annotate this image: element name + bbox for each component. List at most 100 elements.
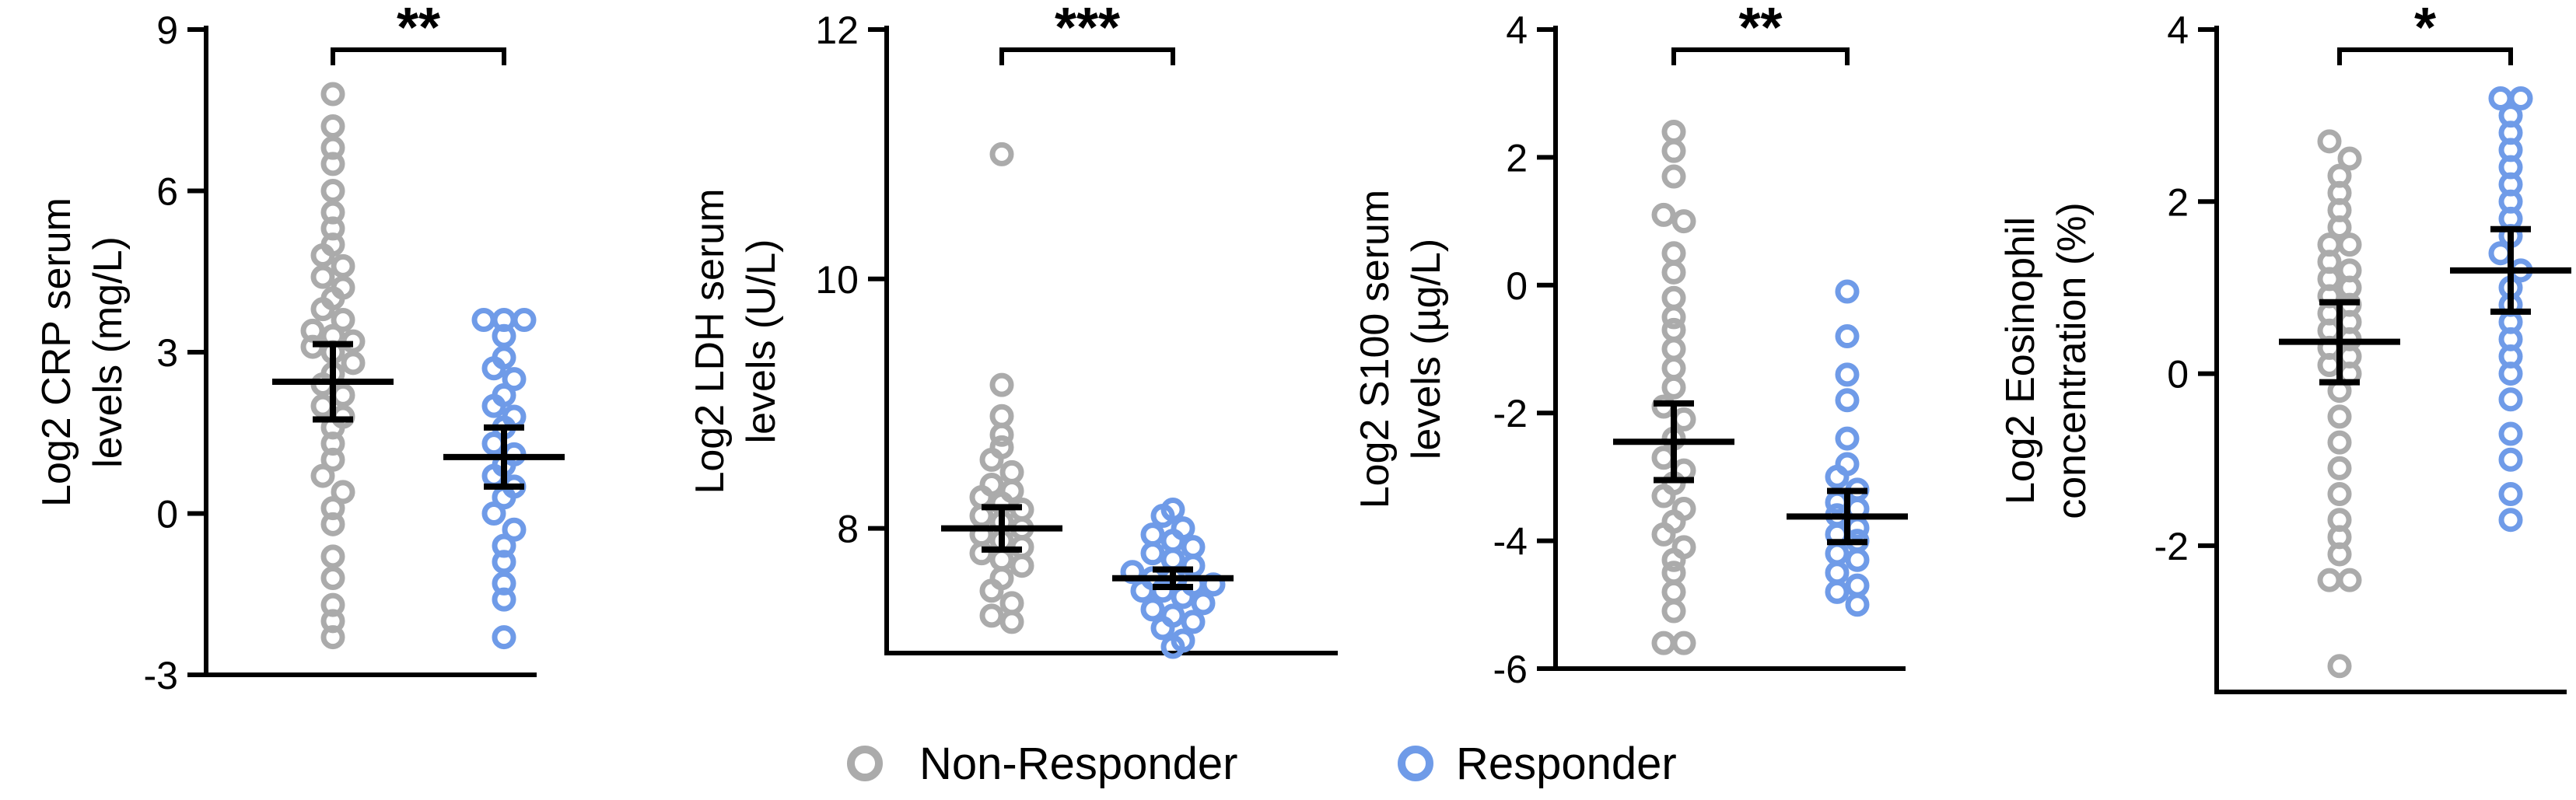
- data-point: [979, 603, 1004, 628]
- panel-2: 8 10 12 Log2 LDH serum levels (U/L) ***: [688, 0, 1338, 659]
- data-point: [320, 82, 345, 107]
- data-point: [1150, 504, 1175, 529]
- y-tick-label: 12: [815, 9, 859, 52]
- data-point: [1191, 591, 1216, 616]
- y-tick-label: 3: [156, 331, 178, 375]
- y-axis-label: levels (U/L): [739, 239, 784, 444]
- data-point: [320, 152, 345, 176]
- data-point: [2327, 654, 2352, 679]
- data-point: [1661, 285, 1686, 310]
- data-point: [1651, 445, 1676, 470]
- y-tick-label: 8: [837, 508, 859, 551]
- data-point: [1160, 547, 1185, 572]
- significance-bracket: [1671, 47, 1850, 65]
- data-point: [1140, 541, 1165, 566]
- data-point: [2317, 129, 2342, 154]
- data-point: [1651, 522, 1676, 547]
- data-point: [310, 243, 335, 267]
- data-point: [471, 308, 496, 332]
- significance-bracket: [999, 47, 1175, 65]
- data-point: [1651, 202, 1676, 227]
- significance-label: *: [2414, 0, 2436, 59]
- data-point: [2498, 508, 2523, 533]
- data-point: [999, 591, 1024, 616]
- y-tick-label: -2: [2154, 525, 2189, 568]
- data-point: [502, 367, 527, 392]
- data-point: [1661, 305, 1686, 330]
- group-responder: [443, 308, 565, 650]
- data-point: [1140, 597, 1165, 622]
- data-point: [310, 393, 335, 418]
- y-axis-label: levels (mg/L): [86, 236, 131, 468]
- data-point: [1651, 484, 1676, 508]
- data-point: [1835, 279, 1860, 304]
- data-point: [481, 501, 506, 526]
- data-point: [1181, 535, 1206, 560]
- data-point: [502, 517, 527, 542]
- data-point: [1160, 634, 1185, 659]
- data-point: [320, 544, 345, 569]
- y-tick-label: 2: [1506, 136, 1528, 180]
- y-axis-label: Log2 S100 serum: [1353, 190, 1398, 509]
- group-non-responder: [272, 82, 394, 650]
- data-point: [1825, 541, 1850, 566]
- data-point: [1651, 394, 1676, 419]
- data-point: [979, 447, 1004, 472]
- data-point: [1661, 561, 1686, 585]
- y-tick-label: -2: [1493, 392, 1528, 435]
- y-tick-label: 10: [815, 258, 859, 302]
- data-point: [331, 383, 355, 407]
- data-point: [341, 351, 366, 376]
- legend-marker: [1398, 746, 1433, 781]
- data-point: [2327, 482, 2352, 507]
- data-point: [2327, 542, 2352, 567]
- data-point: [1661, 317, 1686, 342]
- y-tick-label: 0: [1506, 264, 1528, 308]
- data-point: [1140, 522, 1165, 547]
- y-tick-label: -4: [1493, 520, 1528, 564]
- y-tick-label: 4: [2167, 9, 2189, 52]
- group-responder: [1787, 279, 1908, 617]
- data-point: [2337, 568, 2362, 592]
- data-point: [331, 480, 355, 505]
- data-point: [2327, 456, 2352, 480]
- data-point: [1661, 337, 1686, 362]
- data-point: [1835, 426, 1860, 451]
- significance-label: **: [397, 0, 440, 59]
- legend-marker: [847, 746, 883, 781]
- data-point: [481, 393, 506, 418]
- data-point: [481, 356, 506, 381]
- data-point: [1651, 631, 1676, 655]
- data-point: [310, 264, 335, 289]
- data-point: [1661, 260, 1686, 285]
- data-point: [989, 547, 1014, 572]
- data-point: [979, 578, 1004, 603]
- data-point: [512, 308, 537, 332]
- data-point: [989, 403, 1014, 428]
- y-tick-label: 9: [156, 9, 178, 52]
- significance-label: ***: [1055, 0, 1120, 59]
- y-axis-label: concentration (%): [2049, 202, 2095, 519]
- data-point: [1661, 547, 1686, 572]
- y-axis-label: Log2 CRP serum: [34, 197, 79, 507]
- data-point: [2508, 86, 2533, 111]
- data-point: [1671, 407, 1696, 431]
- y-tick-label: 0: [156, 493, 178, 536]
- legend-label: Non-Responder: [919, 739, 1237, 789]
- data-point: [1661, 138, 1686, 163]
- y-axis-label: levels (µg/L): [1404, 239, 1449, 459]
- data-point: [2498, 482, 2523, 507]
- data-point: [2337, 146, 2362, 171]
- data-point: [2498, 362, 2523, 386]
- data-point: [331, 253, 355, 278]
- data-point: [2488, 241, 2513, 266]
- data-point: [989, 141, 1014, 166]
- group-non-responder: [941, 141, 1062, 634]
- data-point: [481, 431, 506, 456]
- data-point: [320, 179, 345, 203]
- y-tick-label: -3: [144, 654, 178, 697]
- data-point: [989, 372, 1014, 397]
- data-point: [2327, 404, 2352, 429]
